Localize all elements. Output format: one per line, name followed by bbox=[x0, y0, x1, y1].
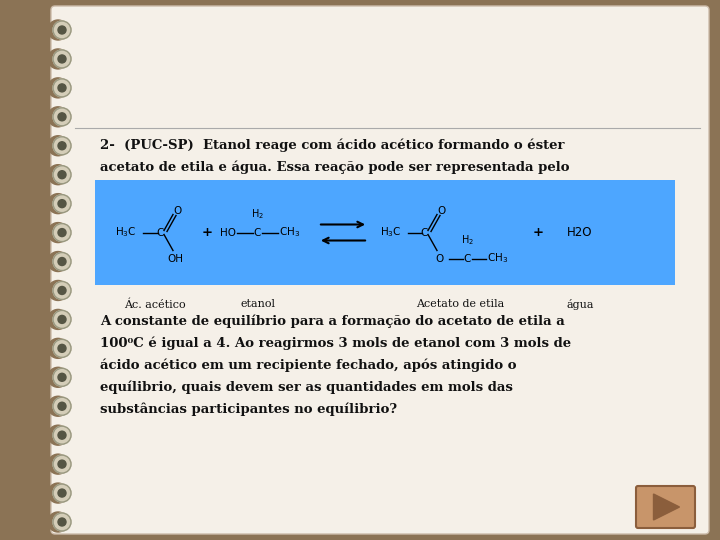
Circle shape bbox=[58, 84, 66, 92]
Text: +: + bbox=[533, 226, 544, 239]
Text: água: água bbox=[566, 299, 594, 310]
Circle shape bbox=[48, 49, 68, 69]
Circle shape bbox=[58, 228, 66, 237]
Circle shape bbox=[53, 253, 71, 271]
Text: O: O bbox=[438, 206, 446, 215]
Circle shape bbox=[53, 224, 71, 241]
Circle shape bbox=[48, 222, 68, 242]
Text: A constante de equilíbrio para a formação do acetato de etila a: A constante de equilíbrio para a formaçã… bbox=[100, 315, 564, 328]
Text: H$_3$C: H$_3$C bbox=[380, 226, 402, 239]
FancyBboxPatch shape bbox=[636, 486, 695, 528]
Circle shape bbox=[48, 165, 68, 185]
Circle shape bbox=[53, 513, 71, 531]
Circle shape bbox=[53, 397, 71, 415]
Circle shape bbox=[48, 339, 68, 359]
Circle shape bbox=[48, 454, 68, 474]
FancyBboxPatch shape bbox=[51, 6, 709, 534]
Text: equílibrio, quais devem ser as quantidades em mols das: equílibrio, quais devem ser as quantidad… bbox=[100, 381, 513, 395]
Text: O: O bbox=[174, 206, 182, 215]
Circle shape bbox=[58, 142, 66, 150]
Circle shape bbox=[58, 345, 66, 353]
Circle shape bbox=[58, 431, 66, 439]
Text: CH$_3$: CH$_3$ bbox=[279, 226, 301, 239]
Circle shape bbox=[48, 194, 68, 214]
Text: acetato de etila e água. Essa reação pode ser representada pelo: acetato de etila e água. Essa reação pod… bbox=[100, 160, 570, 173]
Text: H$_2$: H$_2$ bbox=[251, 207, 264, 221]
Circle shape bbox=[58, 373, 66, 381]
Text: C: C bbox=[420, 227, 428, 238]
Circle shape bbox=[53, 50, 71, 68]
Text: HO: HO bbox=[220, 227, 236, 238]
Circle shape bbox=[48, 252, 68, 272]
Circle shape bbox=[53, 368, 71, 386]
Circle shape bbox=[58, 200, 66, 208]
Circle shape bbox=[48, 136, 68, 156]
Circle shape bbox=[48, 483, 68, 503]
Bar bbox=[95, 180, 675, 285]
Text: H$_2$: H$_2$ bbox=[461, 234, 474, 247]
Text: Ác. acético: Ác. acético bbox=[124, 299, 186, 309]
Circle shape bbox=[48, 425, 68, 445]
Circle shape bbox=[53, 108, 71, 126]
Text: C: C bbox=[156, 227, 163, 238]
Text: OH: OH bbox=[167, 253, 183, 264]
Circle shape bbox=[58, 258, 66, 266]
Circle shape bbox=[58, 315, 66, 323]
Circle shape bbox=[58, 113, 66, 121]
Circle shape bbox=[58, 402, 66, 410]
Circle shape bbox=[58, 287, 66, 294]
Circle shape bbox=[48, 280, 68, 300]
Text: H2O: H2O bbox=[567, 226, 593, 239]
Circle shape bbox=[53, 484, 71, 502]
Circle shape bbox=[48, 78, 68, 98]
Text: ácido acético em um recipiente fechado, após atingido o: ácido acético em um recipiente fechado, … bbox=[100, 359, 516, 373]
Circle shape bbox=[53, 281, 71, 300]
Circle shape bbox=[53, 310, 71, 328]
Polygon shape bbox=[654, 494, 680, 520]
Circle shape bbox=[53, 166, 71, 184]
Circle shape bbox=[53, 79, 71, 97]
Circle shape bbox=[53, 455, 71, 473]
Text: equílibrio abaixo:: equílibrio abaixo: bbox=[100, 182, 230, 195]
Text: H$_3$C: H$_3$C bbox=[115, 226, 137, 239]
Circle shape bbox=[58, 55, 66, 63]
Circle shape bbox=[58, 489, 66, 497]
Circle shape bbox=[48, 367, 68, 387]
Circle shape bbox=[48, 512, 68, 532]
Text: 100⁰C é igual a 4. Ao reagirmos 3 mols de etanol com 3 mols de: 100⁰C é igual a 4. Ao reagirmos 3 mols d… bbox=[100, 337, 571, 350]
Text: Acetato de etila: Acetato de etila bbox=[416, 299, 504, 309]
Circle shape bbox=[58, 518, 66, 526]
Text: O: O bbox=[436, 253, 444, 264]
Text: +: + bbox=[202, 226, 212, 239]
Circle shape bbox=[48, 396, 68, 416]
Circle shape bbox=[48, 309, 68, 329]
Text: etanol: etanol bbox=[240, 299, 276, 309]
Text: CH$_3$: CH$_3$ bbox=[487, 252, 508, 265]
Text: 2-  (PUC-SP)  Etanol reage com ácido acético formando o éster: 2- (PUC-SP) Etanol reage com ácido acéti… bbox=[100, 138, 564, 152]
Text: C: C bbox=[253, 227, 261, 238]
Circle shape bbox=[53, 194, 71, 213]
Text: C: C bbox=[463, 253, 471, 264]
Circle shape bbox=[48, 20, 68, 40]
Circle shape bbox=[53, 426, 71, 444]
Circle shape bbox=[58, 26, 66, 34]
Circle shape bbox=[58, 460, 66, 468]
Circle shape bbox=[53, 21, 71, 39]
Circle shape bbox=[53, 137, 71, 155]
Text: substâncias participantes no equílibrio?: substâncias participantes no equílibrio? bbox=[100, 403, 397, 416]
Circle shape bbox=[53, 339, 71, 357]
Circle shape bbox=[48, 107, 68, 127]
Circle shape bbox=[58, 171, 66, 179]
